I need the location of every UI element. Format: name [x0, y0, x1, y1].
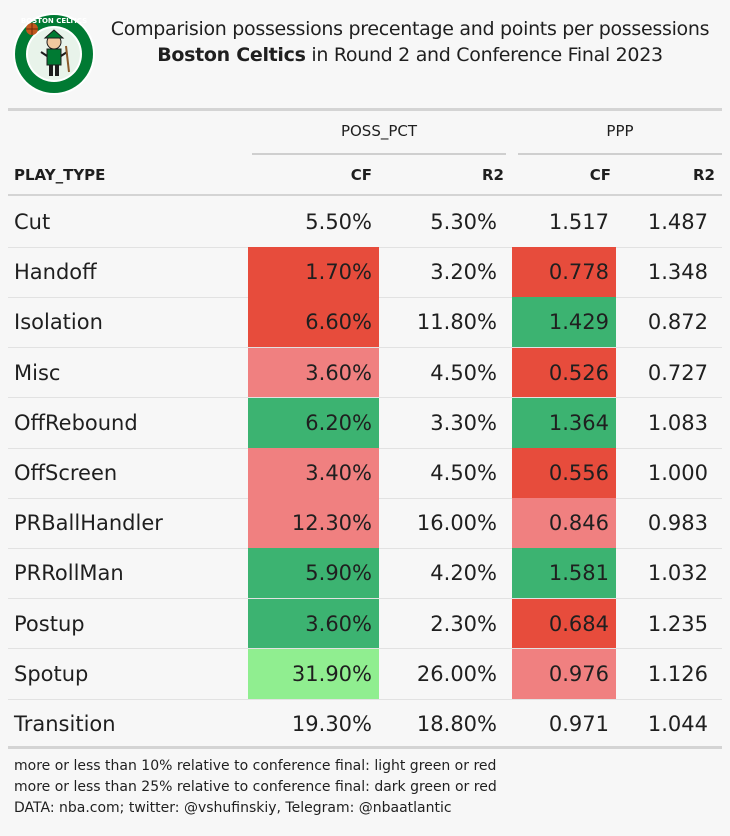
play-type-label: Misc	[14, 360, 61, 385]
bottom-rule	[8, 746, 722, 749]
poss-cf-value: 3.40%	[305, 461, 372, 485]
chart-title-line1: Comparision possessions precentage and p…	[110, 18, 710, 40]
play-type-label: OffScreen	[14, 461, 118, 485]
ppp-r2-value: 1.348	[647, 260, 708, 285]
poss-r2-value: 11.80%	[416, 310, 497, 335]
play-type-label: Handoff	[14, 260, 97, 285]
col-header-play-type: PLAY_TYPE	[14, 166, 106, 184]
ppp-cf-value: 0.684	[548, 611, 609, 636]
header: BOSTON CELTICS Comparision possessions p…	[0, 0, 730, 106]
footer-note-25pct: more or less than 25% relative to confer…	[14, 779, 497, 795]
ppp-cf-highlight	[512, 297, 616, 348]
team-name: Boston Celtics	[157, 44, 306, 66]
header-rule	[8, 194, 722, 196]
poss-cf-highlight	[248, 247, 379, 298]
poss-cf-value: 1.70%	[305, 260, 372, 285]
footer-note-10pct: more or less than 10% relative to confer…	[14, 758, 497, 774]
poss-cf-highlight	[248, 648, 379, 699]
col-header-ppp-r2: R2	[693, 166, 715, 184]
poss-r2-value: 3.30%	[430, 410, 497, 435]
poss-r2-value: 3.20%	[430, 260, 497, 285]
col-header-poss-cf: CF	[350, 166, 372, 184]
col-header-ppp-cf: CF	[589, 166, 611, 184]
poss-r2-value: 26.00%	[416, 661, 497, 686]
ppp-r2-value: 0.983	[647, 511, 708, 536]
ppp-r2-value: 0.727	[647, 360, 708, 385]
play-type-label: Postup	[14, 611, 85, 636]
ppp-r2-value: 1.487	[647, 210, 708, 234]
ppp-r2-value: 0.872	[647, 310, 708, 335]
ppp-cf-value: 0.976	[548, 661, 609, 686]
poss-r2-value: 16.00%	[416, 511, 497, 536]
play-type-label: PRBallHandler	[14, 511, 163, 536]
ppp-cf-value: 0.846	[548, 511, 609, 536]
poss-cf-highlight	[248, 297, 379, 348]
poss-cf-value: 31.90%	[291, 661, 372, 686]
footer-source: DATA: nba.com; twitter: @vshufinskiy, Te…	[14, 800, 452, 816]
play-type-label: OffRebound	[14, 410, 138, 435]
poss-r2-value: 4.50%	[430, 461, 497, 485]
ppp-r2-value: 1.235	[647, 611, 708, 636]
play-type-label: Cut	[14, 210, 51, 234]
top-rule	[8, 108, 722, 111]
ppp-cf-highlight	[512, 448, 616, 498]
ppp-cf-value: 0.556	[548, 461, 609, 485]
ppp-cf-highlight	[512, 397, 616, 448]
ppp-cf-highlight	[512, 347, 616, 398]
spanner-poss-pct: POSS_PCT	[340, 122, 418, 140]
poss-cf-value: 6.60%	[305, 310, 372, 335]
celtics-logo-icon: BOSTON CELTICS	[13, 13, 95, 95]
poss-cf-value: 5.50%	[305, 210, 372, 234]
ppp-r2-value: 1.083	[647, 410, 708, 435]
poss-r2-value: 2.30%	[430, 611, 497, 636]
row-divider	[8, 698, 722, 700]
poss-cf-value: 6.20%	[305, 410, 372, 435]
ppp-cf-highlight	[512, 498, 616, 549]
spanner-line-ppp	[518, 153, 722, 155]
poss-cf-highlight	[248, 548, 379, 599]
logo-text: BOSTON CELTICS	[21, 17, 87, 25]
ppp-r2-value: 1.126	[647, 661, 708, 686]
ppp-cf-value: 0.778	[548, 260, 609, 285]
ppp-cf-highlight	[512, 247, 616, 298]
play-type-label: Isolation	[14, 310, 103, 335]
poss-cf-highlight	[248, 397, 379, 448]
ppp-r2-value: 1.000	[647, 461, 708, 485]
poss-r2-value: 4.20%	[430, 561, 497, 586]
poss-r2-value: 4.50%	[430, 360, 497, 385]
poss-cf-highlight	[248, 498, 379, 549]
poss-cf-value: 19.30%	[291, 712, 372, 736]
play-type-label: PRRollMan	[14, 561, 124, 586]
title-rest: in Round 2 and Conference Final 2023	[305, 44, 663, 66]
poss-cf-value: 3.60%	[305, 360, 372, 385]
ppp-cf-highlight	[512, 548, 616, 599]
ppp-cf-highlight	[512, 598, 616, 649]
ppp-r2-value: 1.032	[647, 561, 708, 586]
poss-r2-value: 18.80%	[416, 712, 497, 736]
ppp-cf-value: 0.526	[548, 360, 609, 385]
ppp-cf-value: 1.581	[548, 561, 609, 586]
ppp-r2-value: 1.044	[647, 712, 708, 736]
spanner-ppp: PPP	[606, 122, 634, 140]
play-type-label: Transition	[14, 712, 116, 736]
ppp-cf-value: 1.429	[548, 310, 609, 335]
ppp-cf-value: 1.517	[548, 210, 609, 234]
poss-cf-highlight	[248, 347, 379, 398]
spanner-line-poss-pct	[252, 153, 506, 155]
play-type-label: Spotup	[14, 661, 89, 686]
poss-cf-value: 5.90%	[305, 561, 372, 586]
ppp-cf-value: 0.971	[548, 712, 609, 736]
poss-cf-value: 3.60%	[305, 611, 372, 636]
poss-cf-value: 12.30%	[291, 511, 372, 536]
ppp-cf-highlight	[512, 648, 616, 699]
chart-title-line2: Boston Celtics in Round 2 and Conference…	[100, 44, 720, 66]
ppp-cf-value: 1.364	[548, 410, 609, 435]
poss-cf-highlight	[248, 448, 379, 498]
poss-cf-highlight	[248, 598, 379, 649]
poss-r2-value: 5.30%	[430, 210, 497, 234]
col-header-poss-r2: R2	[482, 166, 504, 184]
